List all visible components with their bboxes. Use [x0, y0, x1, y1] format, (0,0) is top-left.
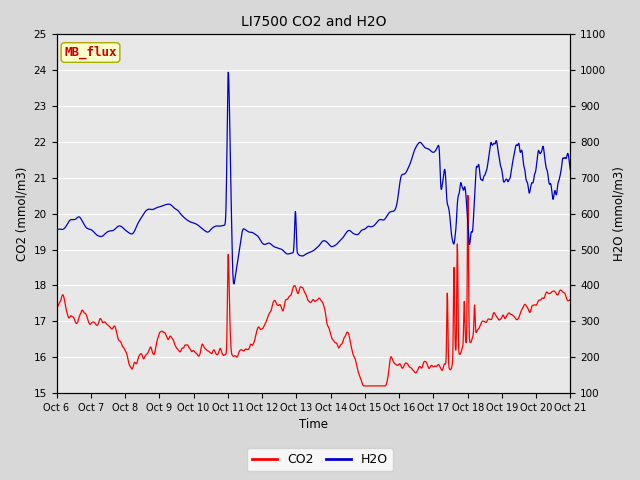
Y-axis label: H2O (mmol/m3): H2O (mmol/m3) [612, 166, 625, 261]
Text: MB_flux: MB_flux [64, 46, 116, 59]
X-axis label: Time: Time [299, 419, 328, 432]
Y-axis label: CO2 (mmol/m3): CO2 (mmol/m3) [15, 167, 28, 261]
Legend: CO2, H2O: CO2, H2O [247, 448, 393, 471]
Title: LI7500 CO2 and H2O: LI7500 CO2 and H2O [241, 15, 387, 29]
